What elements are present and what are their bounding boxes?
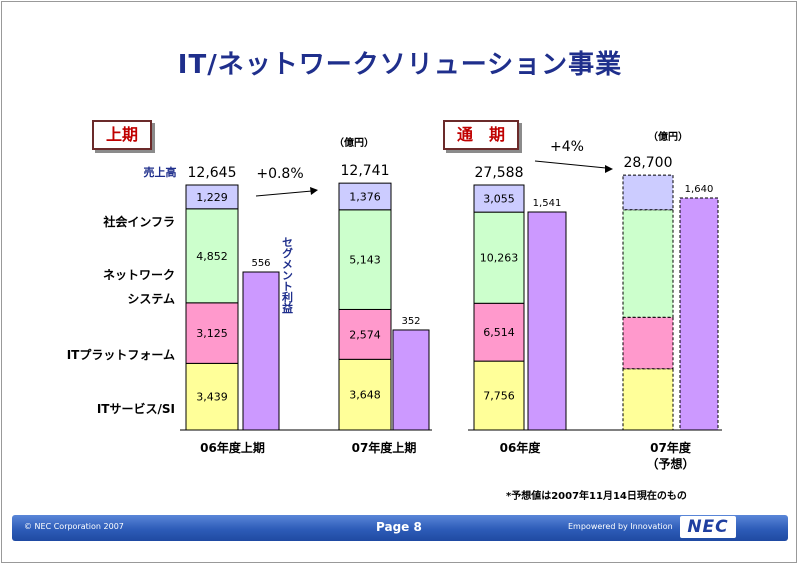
profit-value-label: 1,541 <box>533 198 562 209</box>
bar-total-label: 12,741 <box>341 163 390 179</box>
unit-label-left: （億円） <box>334 136 374 149</box>
footer-copyright: © NEC Corporation 2007 <box>24 522 124 531</box>
nec-logo: NEC <box>680 516 736 538</box>
segment-label-network: ネットワーク <box>103 268 175 282</box>
bar-segment <box>185 302 239 364</box>
bar-value-label: 4,852 <box>196 250 228 263</box>
x-category-label: 07年度上期 <box>352 440 417 455</box>
segment-sales-chart: 3,439 3,125 4,852 1,229 12,645 556 06年度上期 3,648… <box>67 130 722 471</box>
growth-arrow-left <box>255 190 313 197</box>
bar-value-label: 3,125 <box>196 327 228 340</box>
bar-segment <box>622 209 674 318</box>
first-half-label: 上期 <box>92 120 153 150</box>
bar-value-label: 7,756 <box>483 390 515 403</box>
segment-label-it-platform: ITプラットフォーム <box>67 347 175 362</box>
bar-segment <box>622 316 674 370</box>
bar-segment <box>473 360 525 431</box>
bar-value-label: 1,229 <box>196 191 228 204</box>
bar-segment <box>185 184 239 210</box>
bar-value-label: 3,648 <box>349 389 381 402</box>
sales-label: 売上高 <box>144 165 177 179</box>
bar-value-label: 6,514 <box>483 326 515 339</box>
footer-bar <box>12 515 788 541</box>
bar-value-label: 5,143 <box>349 254 381 267</box>
page-title: IT/ネットワークソリューション事業 <box>177 50 623 80</box>
bar-total-label: 27,588 <box>475 165 524 181</box>
growth-label-left: +0.8% <box>256 166 303 182</box>
bar-segment <box>622 174 674 211</box>
bar-segment <box>622 368 674 431</box>
bar-segment <box>185 208 239 304</box>
profit-bar <box>242 271 280 431</box>
bar-segment <box>338 182 392 211</box>
bar-segment <box>338 209 392 310</box>
segment-label-system: システム <box>127 292 175 306</box>
bar-value-label: 1,376 <box>349 190 381 203</box>
growth-arrowhead-right <box>605 165 613 173</box>
profit-value-label: 352 <box>401 316 420 327</box>
profit-bar <box>679 197 719 431</box>
bar-value-label: 10,263 <box>480 252 519 265</box>
growth-arrowhead-left <box>310 187 318 195</box>
unit-label-right: （億円） <box>648 130 688 143</box>
full-year-label: 通 期 <box>443 120 520 150</box>
bar-segment <box>338 358 392 431</box>
footer-tagline: Empowered by Innovation <box>568 522 673 531</box>
bar-segment <box>473 184 525 213</box>
bar-total-label: 28,700 <box>624 155 673 171</box>
bar-value-label: 3,055 <box>483 193 515 206</box>
bar-value-label: 2,574 <box>349 328 381 341</box>
x-category-label: 06年度 <box>500 440 542 455</box>
segment-label-social-infra: 社会インフラ <box>102 214 175 229</box>
growth-label-right: +4% <box>550 139 584 155</box>
forecast-note: *予想値は2007年11月14日現在のもの <box>506 491 687 502</box>
bar-segment <box>473 211 525 304</box>
bar-total-label: 12,645 <box>188 165 237 181</box>
nec-logo-text: NEC <box>687 517 729 537</box>
segment-profit-label: セグメント利益 <box>281 236 294 313</box>
x-category-label: 07年度 <box>650 440 692 455</box>
profit-value-label: 556 <box>251 258 270 269</box>
bar-value-label: 3,439 <box>196 391 228 404</box>
profit-value-label: 1,640 <box>685 184 714 195</box>
x-category-label: 06年度上期 <box>200 440 265 455</box>
profit-bar <box>527 211 567 431</box>
profit-bar <box>392 329 430 431</box>
bar-segment <box>185 362 239 431</box>
growth-arrow-right <box>534 160 607 169</box>
bar-segment <box>473 302 525 362</box>
bar-segment <box>338 308 392 360</box>
segment-label-it-services: ITサービス/SI <box>97 401 175 416</box>
footer-page-number: Page 8 <box>376 520 422 534</box>
x-subcategory-label: （予想） <box>646 456 694 471</box>
